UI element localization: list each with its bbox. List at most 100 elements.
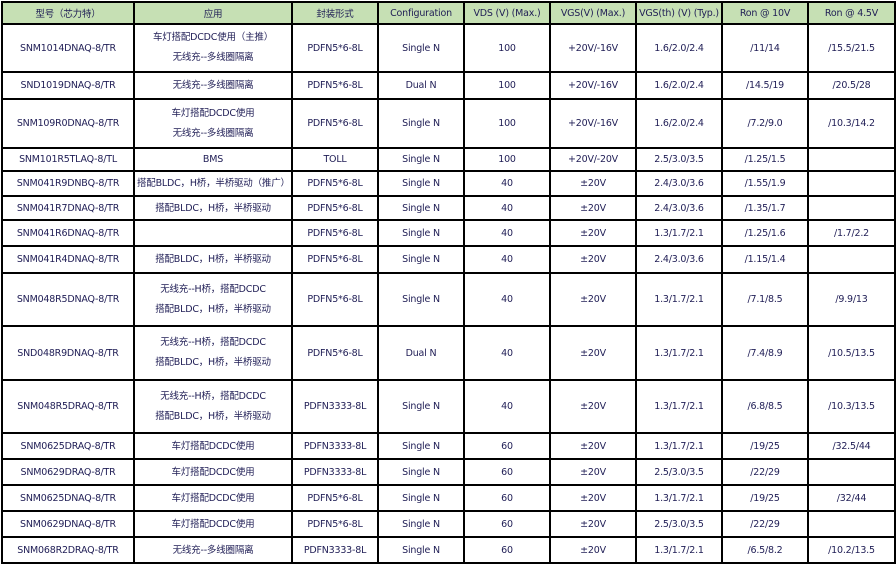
cell-model: SNM0625DRAQ-8/TR [1, 432, 135, 460]
table-row: SNM041R7DNAQ-8/TR 搭配BLDC，H桥，半桥驱动 PDFN5*6-8… [1, 195, 896, 221]
application-line: 无线充--H桥，搭配DCDC [160, 283, 266, 295]
cell-application: 无线充--H桥，搭配DCDC 搭配BLDC，H桥，半桥驱动 [133, 272, 293, 327]
cell-ron-4-5v [807, 147, 896, 172]
cell-vgs-max: ±20V [549, 379, 637, 434]
application-line: 无线充--多线圈隔离 [172, 80, 254, 91]
column-header-vgs-max: VGS(V) (Max.) [549, 1, 637, 25]
cell-vgs-max: ±20V [549, 195, 637, 221]
cell-configuration: Single N [377, 432, 465, 460]
cell-package: PDFN5*6-8L [291, 245, 379, 274]
cell-vds-max: 100 [463, 147, 551, 172]
cell-ron-10v: /14.5/19 [721, 71, 809, 100]
column-header-ron-10v: Ron @ 10V [721, 1, 809, 25]
cell-vds-max: 60 [463, 458, 551, 486]
cell-vgs-th: 1.3/1.7/2.1 [635, 536, 723, 564]
table-row: SNM101R5TLAQ-8/TL BMS TOLL Single N 100 +20V/… [1, 147, 896, 172]
application-line: 车灯搭配DCDC使用 [171, 466, 255, 478]
cell-package: PDFN5*6-8L [291, 484, 379, 512]
cell-vgs-max: ±20V [549, 458, 637, 486]
cell-ron-10v: /11/14 [721, 23, 809, 73]
cell-configuration: Single N [377, 170, 465, 197]
cell-ron-4-5v: /1.7/2.2 [807, 219, 896, 247]
cell-ron-10v: /1.25/1.5 [721, 147, 809, 172]
cell-vgs-th: 2.4/3.0/3.6 [635, 195, 723, 221]
table-row: SNM041R9DNBQ-8/TR 搭配BLDC，H桥，半桥驱动（推广） PDFN5… [1, 170, 896, 197]
cell-ron-4-5v [807, 170, 896, 197]
cell-model: SNM109R0DNAQ-8/TR [1, 98, 135, 149]
cell-application: BMS [133, 147, 293, 172]
table-row: SNM0629DRAQ-8/TR 车灯搭配DCDC使用 PDFN3333-8L Sin… [1, 458, 896, 486]
cell-configuration: Single N [377, 195, 465, 221]
application-line: 搭配BLDC，H桥，半桥驱动 [155, 202, 271, 214]
cell-application: 车灯搭配DCDC使用 [133, 458, 293, 486]
cell-vgs-max: ±20V [549, 325, 637, 381]
cell-vgs-max: ±20V [549, 272, 637, 327]
cell-application: 车灯搭配DCDC使用 [133, 484, 293, 512]
cell-configuration: Single N [377, 245, 465, 274]
cell-vgs-th: 1.3/1.7/2.1 [635, 432, 723, 460]
application-line: 车灯搭配DCDC使用 [171, 440, 255, 452]
cell-ron-10v: /7.1/8.5 [721, 272, 809, 327]
cell-application: 搭配BLDC，H桥，半桥驱动 [133, 195, 293, 221]
table-row: SNM1014DNAQ-8/TR 车灯搭配DCDC使用（主推） 无线充--多线圈隔离… [1, 23, 896, 73]
cell-ron-4-5v [807, 510, 896, 538]
cell-package: PDFN3333-8L [291, 536, 379, 564]
cell-ron-10v: /22/29 [721, 458, 809, 486]
cell-model: SND048R9DNAQ-8/TR [1, 325, 135, 381]
cell-vgs-th: 1.3/1.7/2.1 [635, 484, 723, 512]
cell-model: SNM048R5DNAQ-8/TR [1, 272, 135, 327]
cell-vds-max: 60 [463, 536, 551, 564]
cell-configuration: Single N [377, 98, 465, 149]
cell-configuration: Single N [377, 272, 465, 327]
cell-model: SND1019DNAQ-8/TR [1, 71, 135, 100]
column-header-model: 型号（芯力特） [1, 1, 135, 25]
cell-package: PDFN5*6-8L [291, 170, 379, 197]
application-line: 无线充--多线圈隔离 [172, 127, 254, 139]
application-line: 车灯搭配DCDC使用（主推） [152, 32, 274, 43]
cell-package: PDFN3333-8L [291, 379, 379, 434]
cell-application: 车灯搭配DCDC使用 [133, 510, 293, 538]
cell-configuration: Single N [377, 23, 465, 73]
cell-ron-4-5v: /32.5/44 [807, 432, 896, 460]
cell-package: PDFN5*6-8L [291, 272, 379, 327]
application-line: 无线充--多线圈隔离 [172, 52, 254, 63]
cell-ron-4-5v [807, 195, 896, 221]
cell-vds-max: 40 [463, 325, 551, 381]
cell-model: SNM0629DNAQ-8/TR [1, 510, 135, 538]
cell-package: PDFN5*6-8L [291, 195, 379, 221]
cell-vds-max: 40 [463, 245, 551, 274]
cell-model: SNM0629DRAQ-8/TR [1, 458, 135, 486]
cell-model: SNM048R5DRAQ-8/TR [1, 379, 135, 434]
cell-ron-4-5v: /10.5/13.5 [807, 325, 896, 381]
cell-vgs-th: 1.3/1.7/2.1 [635, 325, 723, 381]
header-row: 型号（芯力特） 应用 封装形式 Configuration VDS (V) (Max.)… [1, 1, 896, 25]
cell-ron-4-5v: /32/44 [807, 484, 896, 512]
cell-application: 搭配BLDC，H桥，半桥驱动（推广） [133, 170, 293, 197]
cell-vgs-th: 2.4/3.0/3.6 [635, 170, 723, 197]
cell-configuration: Single N [377, 379, 465, 434]
application-line: 无线充--H桥，搭配DCDC [160, 337, 266, 348]
cell-ron-10v: /22/29 [721, 510, 809, 538]
cell-ron-4-5v [807, 458, 896, 486]
cell-vds-max: 100 [463, 23, 551, 73]
cell-ron-4-5v: /9.9/13 [807, 272, 896, 327]
cell-model: SNM041R9DNBQ-8/TR [1, 170, 135, 197]
cell-vds-max: 100 [463, 98, 551, 149]
cell-vds-max: 100 [463, 71, 551, 100]
application-line: 车灯搭配DCDC使用 [171, 492, 255, 504]
application-line: 搭配BLDC，H桥，半桥驱动（推广） [137, 178, 290, 189]
cell-model: SNM041R7DNAQ-8/TR [1, 195, 135, 221]
cell-vgs-th: 2.4/3.0/3.6 [635, 245, 723, 274]
column-header-vds-max: VDS (V) (Max.) [463, 1, 551, 25]
cell-vgs-th: 1.6/2.0/2.4 [635, 23, 723, 73]
application-line: 车灯搭配DCDC使用 [171, 518, 255, 530]
cell-ron-10v: /1.25/1.6 [721, 219, 809, 247]
cell-vds-max: 40 [463, 379, 551, 434]
cell-configuration: Single N [377, 219, 465, 247]
cell-model: SNM068R2DRAQ-8/TR [1, 536, 135, 564]
cell-application: 无线充--多线圈隔离 [133, 71, 293, 100]
cell-vgs-th: 2.5/3.0/3.5 [635, 147, 723, 172]
cell-vds-max: 60 [463, 510, 551, 538]
cell-model: SNM041R6DNAQ-8/TR [1, 219, 135, 247]
table-row: SNM041R4DNAQ-8/TR 搭配BLDC，H桥，半桥驱动 PDFN5*6-8… [1, 245, 896, 274]
